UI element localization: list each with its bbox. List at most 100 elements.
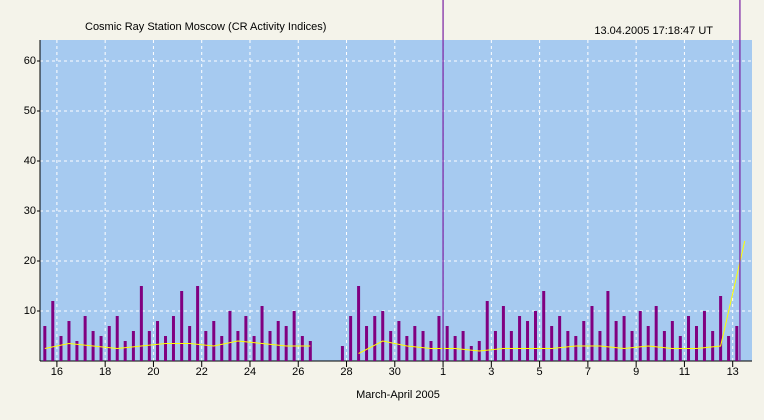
bar (220, 336, 224, 361)
y-tick-label: 50 (24, 105, 36, 117)
bar (526, 321, 530, 361)
bar (308, 341, 312, 361)
bar (590, 306, 594, 361)
bar (236, 331, 240, 361)
bar (711, 331, 715, 361)
bar (99, 336, 103, 361)
plot-area (40, 40, 752, 361)
x-tick-label: 20 (147, 366, 159, 378)
x-axis-label: March-April 2005 (356, 389, 440, 401)
x-tick-label: 7 (585, 366, 591, 378)
bar (630, 331, 634, 361)
bar (196, 286, 200, 361)
bar (260, 306, 264, 361)
x-tick-label: 3 (488, 366, 494, 378)
x-tick-label: 5 (537, 366, 543, 378)
bar (67, 321, 71, 361)
bar (614, 321, 618, 361)
x-tick-label: 9 (633, 366, 639, 378)
bar (107, 326, 111, 361)
bar (461, 331, 465, 361)
bar (389, 331, 393, 361)
bar (171, 316, 175, 361)
bar (83, 316, 87, 361)
bar (212, 321, 216, 361)
bar (340, 346, 344, 361)
x-tick-label: 18 (99, 366, 111, 378)
x-tick-label: 13 (727, 366, 739, 378)
bar (365, 326, 369, 361)
bar (646, 326, 650, 361)
bar (622, 316, 626, 361)
bar (284, 326, 288, 361)
bar (405, 336, 409, 361)
bar (518, 316, 522, 361)
bar (542, 291, 546, 361)
bar (373, 316, 377, 361)
x-tick-label: 30 (389, 366, 401, 378)
bar (156, 321, 160, 361)
bar (574, 336, 578, 361)
timestamp: 13.04.2005 17:18:47 UT (594, 25, 713, 37)
x-tick-label: 11 (679, 366, 690, 378)
bar (445, 326, 449, 361)
bar (276, 321, 280, 361)
bar (437, 316, 441, 361)
bar (413, 326, 417, 361)
x-tick-label: 26 (292, 366, 304, 378)
bar (727, 336, 731, 361)
x-tick-label: 1 (440, 366, 446, 378)
y-tick-label: 40 (24, 155, 36, 167)
bar (59, 336, 63, 361)
bar (228, 311, 232, 361)
bar (638, 311, 642, 361)
bar (292, 311, 296, 361)
bar (493, 331, 497, 361)
line (44, 240, 746, 354)
bar (164, 336, 168, 361)
y-tick-label: 30 (24, 205, 36, 217)
bar (534, 311, 538, 361)
bar (469, 346, 473, 361)
bar (300, 336, 304, 361)
x-tick-label: 16 (51, 366, 63, 378)
bar (397, 321, 401, 361)
bar (606, 291, 610, 361)
bar (421, 331, 425, 361)
x-tick-label: 24 (244, 366, 256, 378)
bar (75, 341, 79, 361)
bar (115, 316, 119, 361)
y-tick-label: 20 (24, 255, 36, 267)
bar (735, 326, 739, 361)
bar (268, 331, 272, 361)
bar (429, 341, 433, 361)
bar (147, 331, 151, 361)
bar (204, 331, 208, 361)
bar (550, 326, 554, 361)
bar (244, 316, 248, 361)
bar (582, 321, 586, 361)
x-tick-label: 22 (196, 366, 208, 378)
bar (558, 316, 562, 361)
bar (123, 341, 127, 361)
bar (357, 286, 361, 361)
y-tick-label: 10 (24, 305, 36, 317)
bar (43, 326, 47, 361)
bar (349, 316, 353, 361)
x-tick-label: 28 (340, 366, 352, 378)
bar (381, 311, 385, 361)
bar (670, 321, 674, 361)
bar (509, 331, 513, 361)
bar (687, 316, 691, 361)
chart-title: Cosmic Ray Station Moscow (CR Activity I… (85, 21, 326, 33)
bar (719, 296, 723, 361)
bar (654, 306, 658, 361)
bar (485, 301, 489, 361)
bar (139, 286, 143, 361)
bar (566, 331, 570, 361)
bar (662, 331, 666, 361)
bar (702, 311, 706, 361)
y-tick-label: 60 (24, 55, 36, 67)
bar (501, 306, 505, 361)
